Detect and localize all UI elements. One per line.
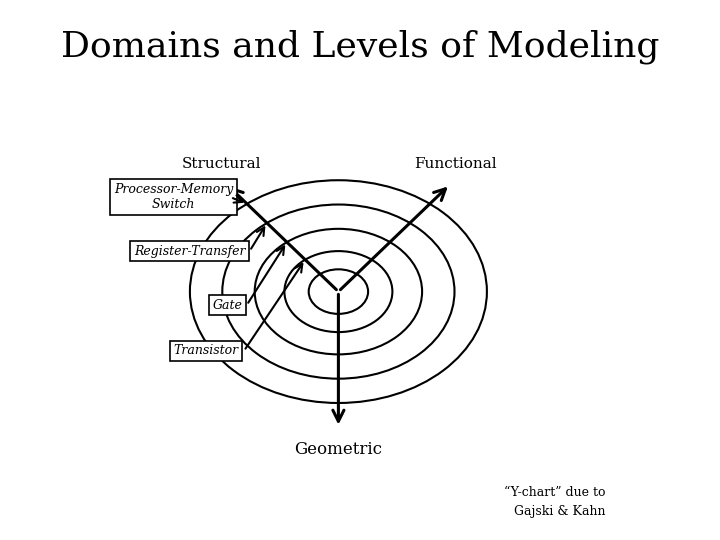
Text: “Y-chart” due to: “Y-chart” due to (504, 487, 606, 500)
Text: Functional: Functional (414, 157, 497, 171)
Text: Structural: Structural (181, 157, 261, 171)
Text: Domains and Levels of Modeling: Domains and Levels of Modeling (60, 30, 660, 64)
Text: Gajski & Kahn: Gajski & Kahn (514, 505, 606, 518)
Text: Transistor: Transistor (174, 345, 238, 357)
Text: Processor-Memory
Switch: Processor-Memory Switch (114, 183, 233, 211)
Text: Register-Transfer: Register-Transfer (134, 245, 246, 258)
Text: Geometric: Geometric (294, 441, 382, 458)
Text: Gate: Gate (213, 299, 243, 312)
